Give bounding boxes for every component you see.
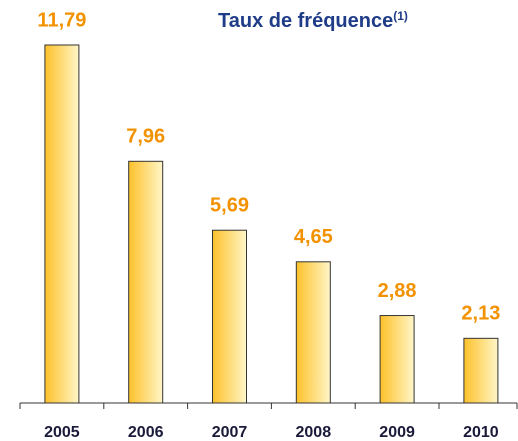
title-superscript: (1) [393, 9, 408, 23]
x-tick-label: 2007 [212, 424, 248, 441]
bar [295, 261, 331, 404]
value-label: 4,65 [294, 226, 333, 248]
bar [128, 160, 164, 404]
bar [379, 315, 415, 404]
x-tick-label: 2010 [463, 424, 499, 441]
value-label: 11,79 [37, 9, 86, 31]
value-label: 2,13 [461, 303, 500, 325]
x-tick-label: 2006 [128, 424, 164, 441]
x-tick-label: 2005 [44, 424, 80, 441]
chart-title: Taux de fréquence(1) [218, 9, 408, 32]
bar [212, 229, 247, 404]
title-text: Taux de fréquence [218, 10, 393, 32]
value-label: 7,96 [126, 126, 165, 148]
value-label: 5,69 [210, 195, 249, 217]
bar [463, 337, 499, 404]
x-tick-label: 2009 [379, 424, 415, 441]
value-label: 2,88 [378, 280, 417, 302]
bar [44, 44, 80, 404]
x-tick-label: 2008 [296, 424, 332, 441]
